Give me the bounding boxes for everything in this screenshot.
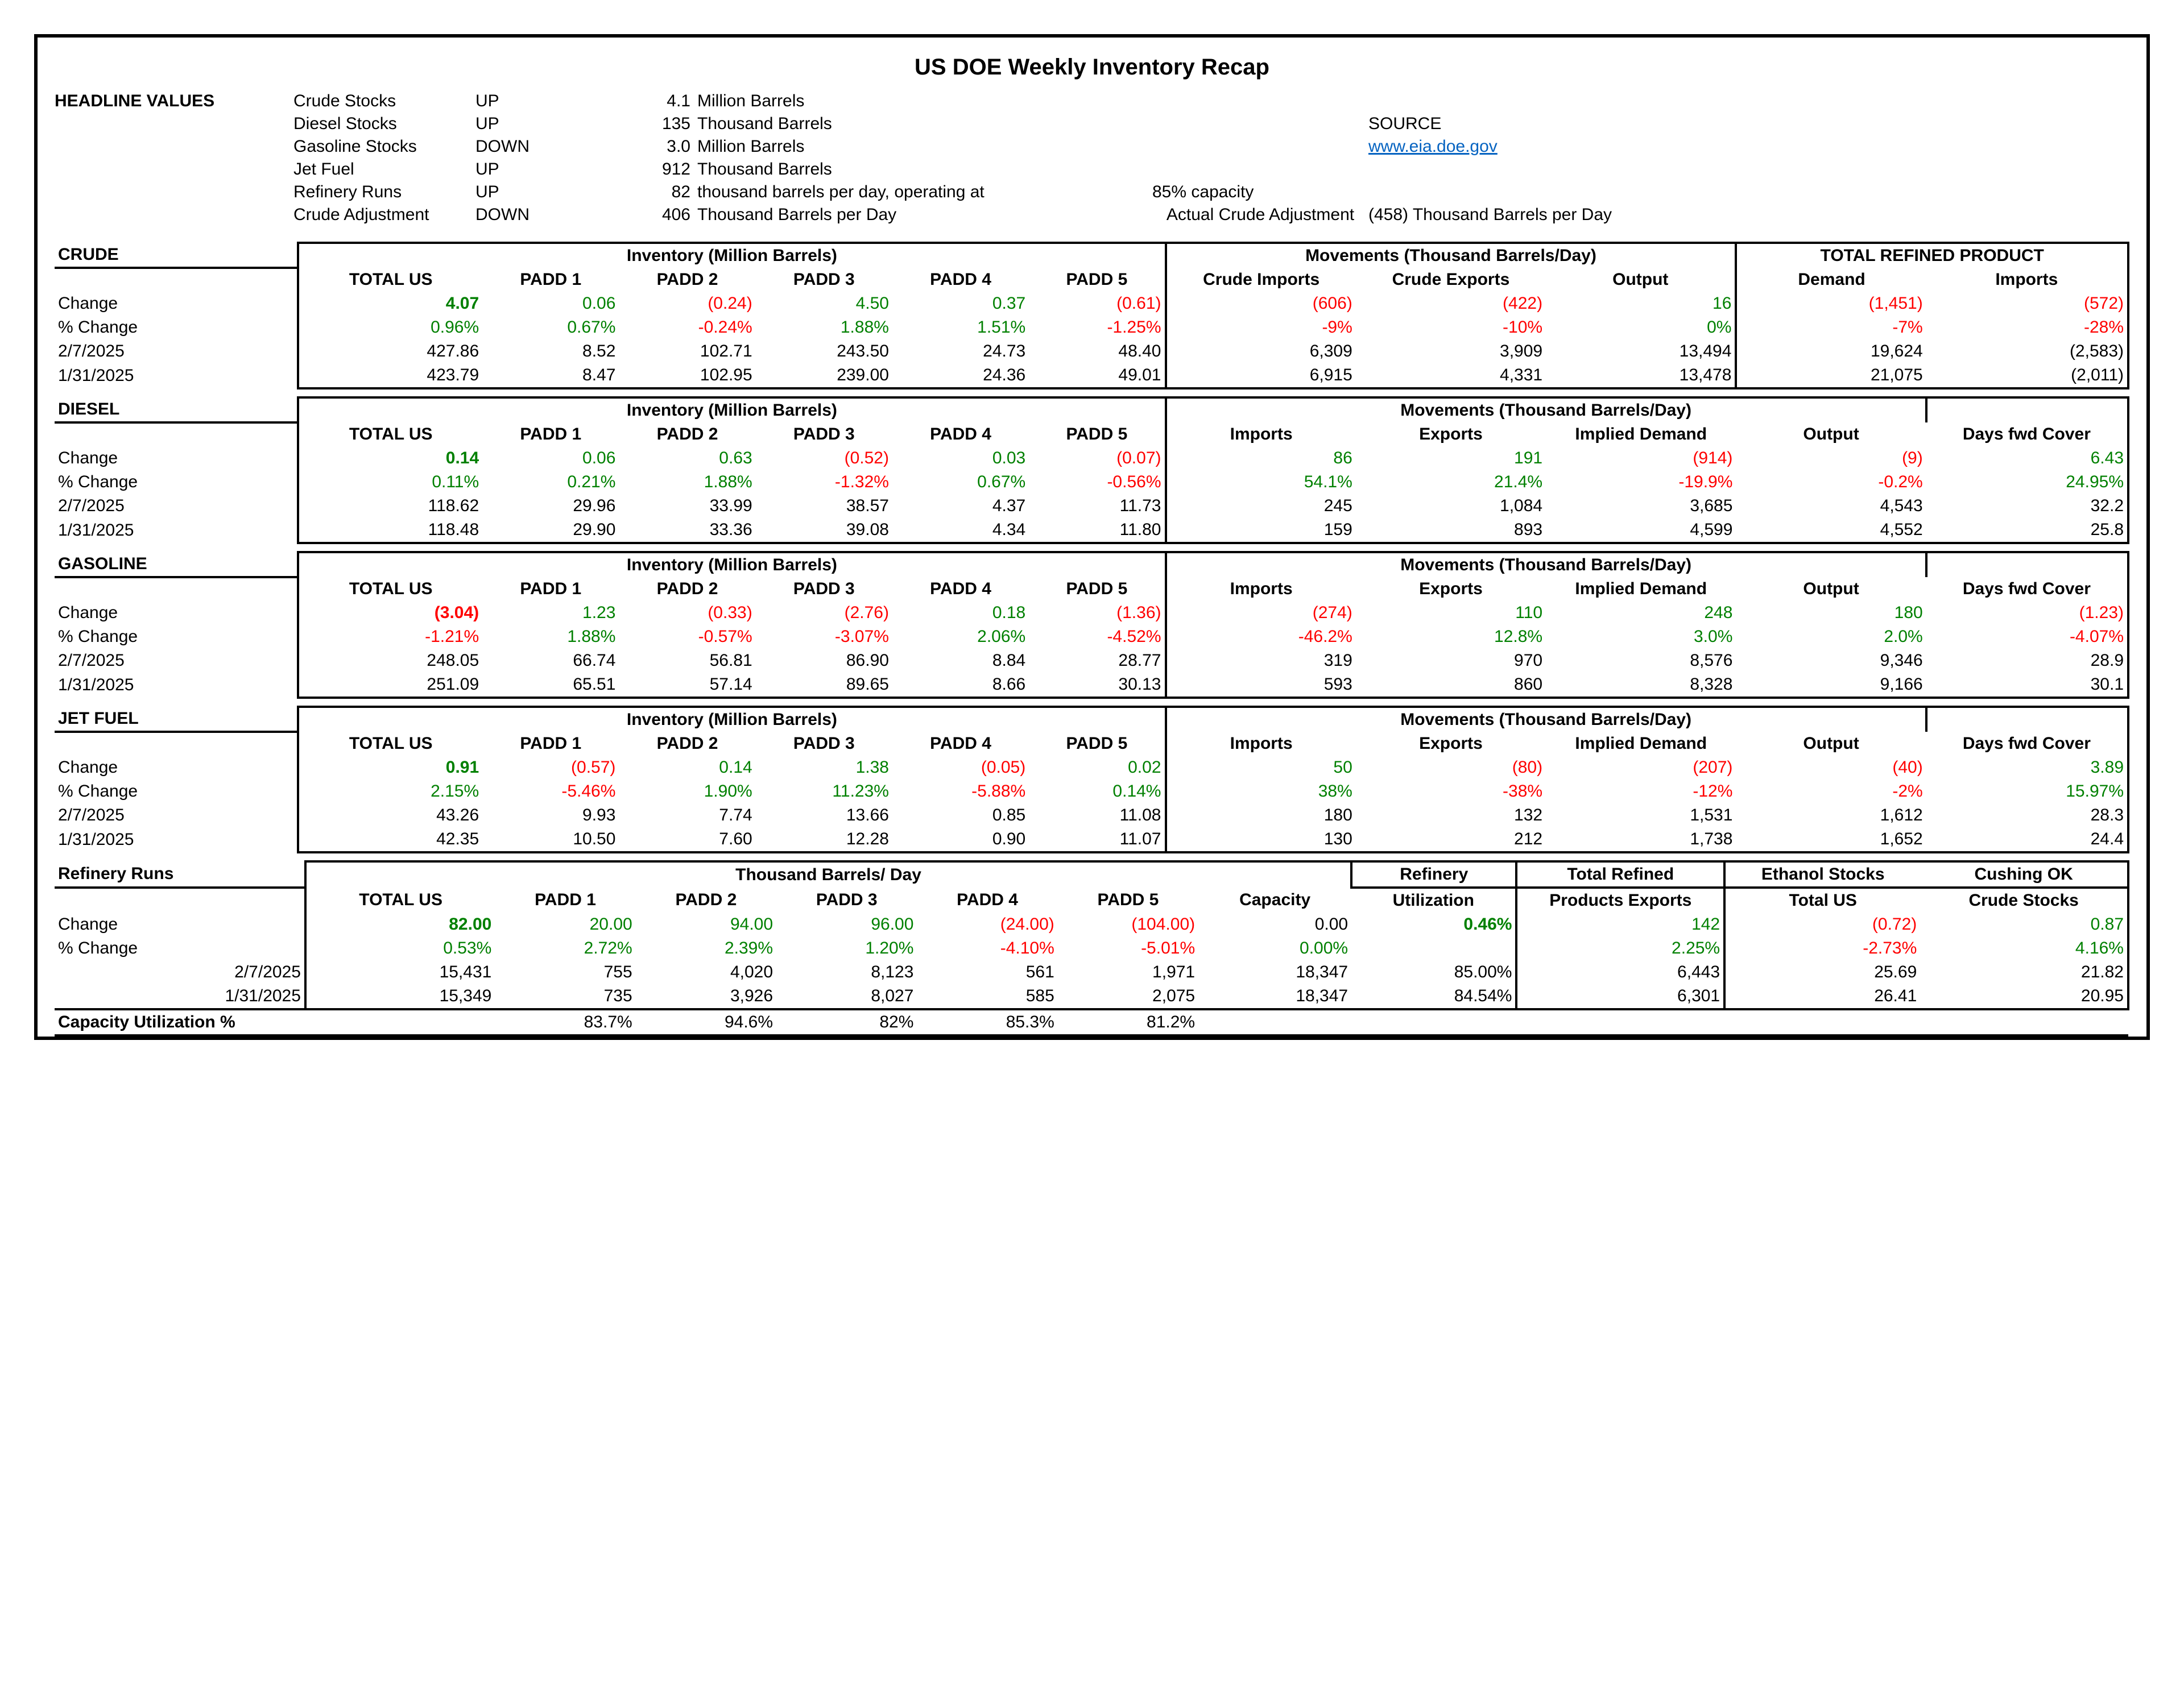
row-pct: % Change 0.11% 0.21% 1.88% -1.32% 0.67% … — [55, 470, 2128, 494]
hl-extra: 85% capacity — [1152, 183, 1368, 202]
ref-header: TOTAL REFINED PRODUCT — [1736, 243, 2128, 268]
col-total: TOTAL US — [298, 422, 482, 446]
col-total: TOTAL US — [298, 577, 482, 601]
row-caputil: Capacity Utilization % 83.7% 94.6% 82% 8… — [55, 1009, 2128, 1035]
row-change: Change 0.14 0.06 0.63 (0.52) 0.03 (0.07)… — [55, 446, 2128, 470]
refinery-table: Refinery Runs Thousand Barrels/ Day Refi… — [55, 860, 2129, 1037]
hl-val: 406 — [578, 205, 697, 225]
row-pct: % Change 2.15% -5.46% 1.90% 11.23% -5.88… — [55, 780, 2128, 803]
row-change: Change 0.91 (0.57) 0.14 1.38 (0.05) 0.02… — [55, 756, 2128, 780]
section-name: JET FUEL — [55, 707, 298, 732]
crude-table: CRUDE Inventory (Million Barrels) Moveme… — [55, 242, 2129, 396]
col-padd4: PADD 4 — [892, 268, 1029, 292]
row-change: Change (3.04) 1.23 (0.33) (2.76) 0.18 (1… — [55, 601, 2128, 625]
col-padd3: PADD 3 — [756, 268, 892, 292]
source-link[interactable]: www.eia.doe.gov — [1368, 137, 1498, 156]
hl-extra-val: (458) Thousand Barrels per Day — [1368, 205, 1880, 225]
col-demand: Demand — [1736, 268, 1926, 292]
inv-header: Inventory (Million Barrels) — [298, 552, 1165, 577]
section-name: Refinery Runs — [55, 861, 305, 888]
hl-dir: UP — [475, 183, 578, 202]
row-date1: 2/7/2025 248.05 66.7456.81 86.908.84 28.… — [55, 649, 2128, 673]
hl-dir: DOWN — [475, 137, 578, 156]
col-crude-exports: Crude Exports — [1356, 268, 1546, 292]
section-name: GASOLINE — [55, 552, 298, 577]
hl-name: Diesel Stocks — [293, 114, 475, 134]
mov-header: Movements (Thousand Barrels/Day) — [1166, 707, 1926, 732]
hl-val: 4.1 — [578, 92, 697, 111]
col-padd2: PADD 2 — [619, 268, 755, 292]
col-output: Output — [1546, 268, 1736, 292]
hl-val: 3.0 — [578, 137, 697, 156]
mov-header: Movements (Thousand Barrels/Day) — [1166, 552, 1926, 577]
hl-unit: thousand barrels per day, operating at — [697, 183, 1152, 202]
row-date1: 2/7/2025 118.62 29.9633.99 38.574.37 11.… — [55, 494, 2128, 518]
col-total: TOTAL US — [298, 732, 482, 756]
col-ref-imports: Imports — [1926, 268, 2128, 292]
hl-unit: Million Barrels — [697, 137, 1152, 156]
row-date2: 1/31/2025 42.35 10.507.60 12.280.90 11.0… — [55, 827, 2128, 852]
hl-unit: Thousand Barrels per Day — [697, 205, 1152, 225]
hl-dir: DOWN — [475, 205, 578, 225]
row-pct: % Change 0.96% 0.67% -0.24% 1.88% 1.51% … — [55, 316, 2128, 339]
hl-name: Jet Fuel — [293, 160, 475, 179]
hl-extra-label: Actual Crude Adjustment — [1152, 205, 1368, 225]
section-table: DIESEL Inventory (Million Barrels) Movem… — [55, 396, 2129, 551]
row-date1: 2/7/2025 15,431 7554,020 8,123561 1,971 … — [55, 960, 2128, 984]
headline-values: HEADLINE VALUES Crude Stocks UP 4.1 Mill… — [55, 92, 2129, 225]
col-padd5: PADD 5 — [1029, 268, 1165, 292]
inv-header: Inventory (Million Barrels) — [298, 397, 1165, 422]
section-name: DIESEL — [55, 397, 298, 422]
row-date2: 1/31/2025 251.09 65.5157.14 89.658.66 30… — [55, 673, 2128, 698]
hl-name: Gasoline Stocks — [293, 137, 475, 156]
hl-unit: Thousand Barrels — [697, 160, 1152, 179]
page-title: US DOE Weekly Inventory Recap — [55, 49, 2129, 92]
row-pct: % Change -1.21% 1.88% -0.57% -3.07% 2.06… — [55, 625, 2128, 649]
row-date1: 2/7/2025 43.26 9.937.74 13.660.85 11.08 … — [55, 803, 2128, 827]
col-total: TOTAL US — [298, 268, 482, 292]
hl-val: 912 — [578, 160, 697, 179]
mov-header: Movements (Thousand Barrels/Day) — [1166, 397, 1926, 422]
hl-unit: Thousand Barrels — [697, 114, 1152, 134]
inv-header: Inventory (Million Barrels) — [298, 707, 1165, 732]
hl-dir: UP — [475, 160, 578, 179]
hl-name: Crude Adjustment — [293, 205, 475, 225]
section-table: JET FUEL Inventory (Million Barrels) Mov… — [55, 706, 2129, 860]
hl-val: 82 — [578, 183, 697, 202]
inv-header: Inventory (Million Barrels) — [298, 243, 1165, 268]
section-table: GASOLINE Inventory (Million Barrels) Mov… — [55, 551, 2129, 706]
headline-label: HEADLINE VALUES — [55, 92, 293, 111]
source-label: SOURCE — [1368, 114, 1880, 134]
hl-name: Refinery Runs — [293, 183, 475, 202]
row-date2: 1/31/2025 15,349 7353,926 8,027585 2,075… — [55, 984, 2128, 1009]
row-pct: % Change 0.53% 2.72% 2.39% 1.20% -4.10% … — [55, 936, 2128, 960]
col-crude-imports: Crude Imports — [1166, 268, 1356, 292]
row-change: Change 82.00 20.00 94.00 96.00 (24.00) (… — [55, 913, 2128, 936]
row-date2: 1/31/2025 423.79 8.47 102.95 239.00 24.3… — [55, 363, 2128, 388]
mov-header: Movements (Thousand Barrels/Day) — [1166, 243, 1736, 268]
row-date1: 2/7/2025 427.86 8.52 102.71 243.50 24.73… — [55, 339, 2128, 363]
col-padd1: PADD 1 — [482, 268, 619, 292]
section-name: CRUDE — [55, 243, 298, 268]
hl-unit: Million Barrels — [697, 92, 1152, 111]
hl-val: 135 — [578, 114, 697, 134]
hl-dir: UP — [475, 114, 578, 134]
row-date2: 1/31/2025 118.48 29.9033.36 39.084.34 11… — [55, 518, 2128, 543]
report-page: US DOE Weekly Inventory Recap HEADLINE V… — [34, 34, 2150, 1040]
row-change: Change 4.07 0.06 (0.24) 4.50 0.37 (0.61)… — [55, 292, 2128, 316]
tbd-header: Thousand Barrels/ Day — [305, 861, 1351, 888]
hl-name: Crude Stocks — [293, 92, 475, 111]
hl-dir: UP — [475, 92, 578, 111]
